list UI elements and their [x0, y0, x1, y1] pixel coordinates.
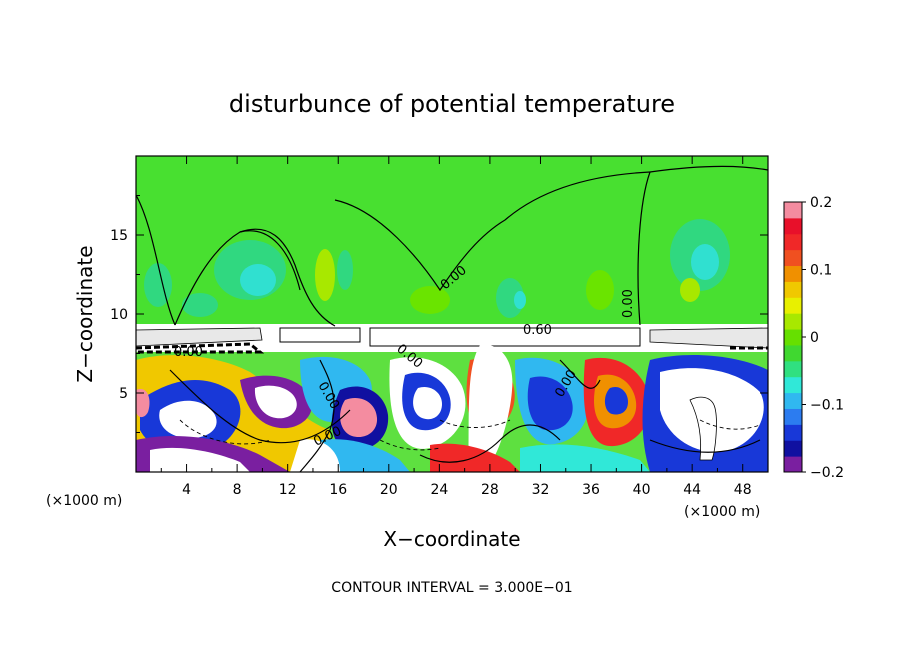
colorbar-swatch — [784, 281, 802, 298]
x-tick-label: 24 — [430, 482, 448, 498]
x-tick-label: 8 — [233, 482, 242, 498]
colorbar-tick-label: −0.2 — [810, 465, 844, 481]
colorbar-swatch — [784, 202, 802, 219]
colorbar-swatch — [784, 297, 802, 314]
plot-area: 0.00 0.00 0.00 0.60 0.00 0.00 0.00 0.00 — [136, 156, 768, 472]
x-tick-label: 12 — [279, 482, 297, 498]
colorbar-swatch — [784, 392, 802, 409]
colorbar-ticks: 0.2 0.1 0 −0.1 −0.2 — [802, 195, 844, 481]
y-tick-label: 5 — [119, 386, 128, 402]
colorbar — [783, 201, 803, 473]
colorbar-swatch — [784, 440, 802, 457]
x-tick-label: 16 — [329, 482, 347, 498]
turbulent-eddies — [136, 344, 768, 472]
x-tick-label: 32 — [532, 482, 550, 498]
colorbar-swatch — [784, 265, 802, 282]
x-tick-label: 36 — [582, 482, 600, 498]
colorbar-tick-label: 0 — [810, 330, 819, 346]
colorbar-swatch — [784, 313, 802, 330]
colorbar-swatch — [784, 360, 802, 378]
x-unit-label-right: (×1000 m) — [684, 504, 760, 520]
x-tick-label: 20 — [380, 482, 398, 498]
colorbar-tick-label: −0.1 — [810, 398, 844, 414]
colorbar-swatch — [784, 233, 802, 251]
x-axis-ticks: 4 8 12 16 20 24 28 32 36 40 44 48 — [160, 156, 752, 498]
y-tick-label: 15 — [110, 228, 128, 244]
inversion-band — [136, 324, 768, 354]
colorbar-swatch — [784, 217, 802, 235]
chart-title: disturbunce of potential temperature — [229, 90, 675, 118]
contour-lines — [136, 165, 768, 472]
x-tick-label: 40 — [633, 482, 651, 498]
x-tick-label: 48 — [734, 482, 752, 498]
x-unit-label-left: (×1000 m) — [46, 493, 122, 509]
colorbar-swatch — [784, 424, 802, 441]
y-axis-ticks: 5 10 15 — [110, 195, 768, 433]
colorbar-swatch — [784, 249, 802, 267]
x-axis-label: X−coordinate — [383, 527, 520, 551]
y-axis-label: Z−coordinate — [73, 245, 97, 382]
x-tick-label: 4 — [182, 482, 191, 498]
colorbar-swatch — [784, 408, 802, 425]
colorbar-swatch — [784, 329, 802, 346]
contour-label: 0.00 — [621, 289, 636, 318]
colorbar-swatch — [784, 344, 802, 362]
x-tick-label: 28 — [481, 482, 499, 498]
contour-label: 0.00 — [174, 345, 203, 360]
contour-interval-note: CONTOUR INTERVAL = 3.000E−01 — [331, 580, 572, 596]
colorbar-swatch — [784, 376, 802, 394]
y-tick-label: 10 — [110, 307, 128, 323]
contour-lines-dashed — [179, 419, 761, 451]
colorbar-tick-label: 0.2 — [810, 195, 832, 211]
x-tick-label: 44 — [683, 482, 701, 498]
colorbar-tick-label: 0.1 — [810, 263, 832, 279]
contour-label: 0.60 — [523, 323, 552, 338]
upper-anomaly-blobs — [144, 219, 730, 318]
colorbar-swatch — [784, 456, 802, 473]
